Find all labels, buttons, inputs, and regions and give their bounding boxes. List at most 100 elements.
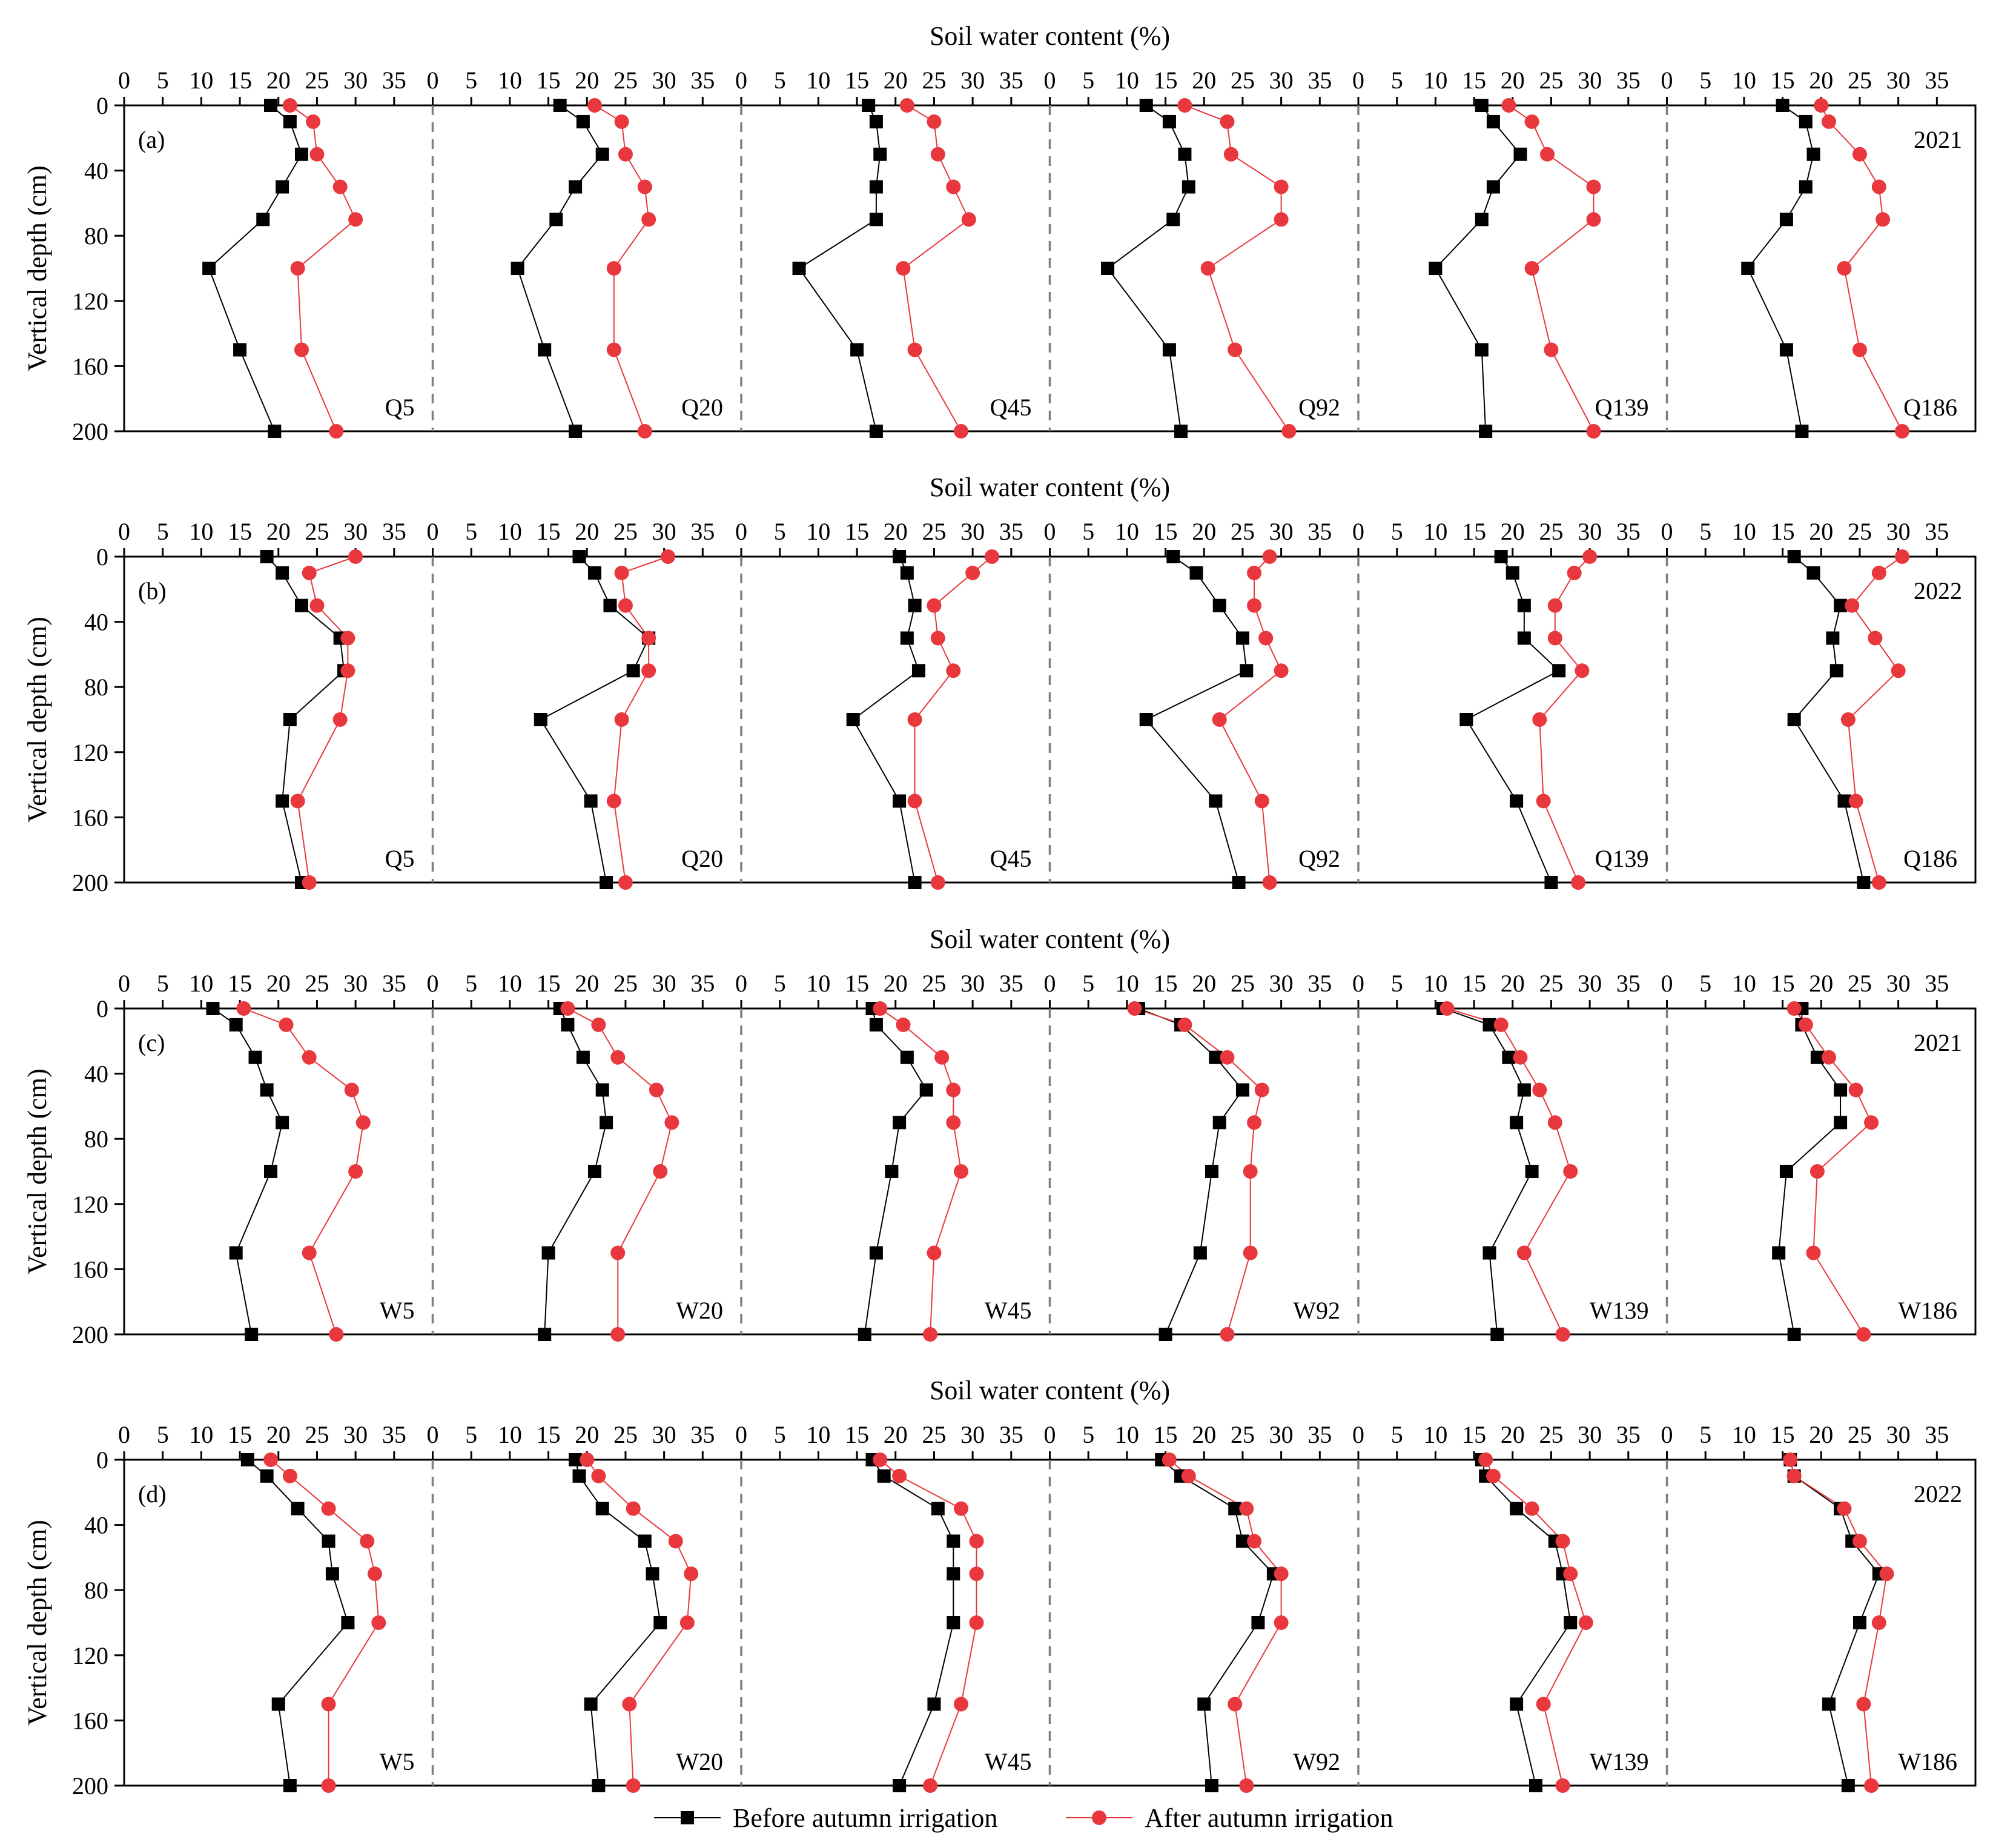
x-tick-label: 0 bbox=[427, 518, 439, 545]
marker-after bbox=[1852, 342, 1867, 357]
marker-before bbox=[947, 1616, 960, 1629]
marker-before bbox=[569, 180, 583, 194]
x-tick-label: 0 bbox=[1661, 970, 1673, 997]
marker-after bbox=[1848, 793, 1863, 809]
x-tick-label: 30 bbox=[652, 67, 676, 94]
marker-before bbox=[206, 1002, 220, 1015]
x-tick-label: 20 bbox=[266, 67, 291, 94]
site-label: Q45 bbox=[990, 845, 1032, 872]
marker-before bbox=[1209, 1050, 1223, 1064]
marker-after bbox=[367, 1566, 382, 1581]
x-tick-label: 35 bbox=[1616, 970, 1641, 997]
marker-before bbox=[1787, 713, 1801, 726]
marker-after bbox=[969, 1615, 984, 1630]
site-label: Q20 bbox=[681, 845, 723, 872]
x-tick-label: 25 bbox=[1231, 518, 1255, 545]
x-tick-label: 10 bbox=[498, 67, 522, 94]
marker-after bbox=[614, 565, 629, 580]
x-tick-label: 20 bbox=[884, 1421, 908, 1448]
marker-after bbox=[1220, 1050, 1235, 1065]
panel-letter: (c) bbox=[138, 1029, 165, 1056]
marker-after bbox=[340, 631, 355, 646]
marker-after bbox=[1478, 1452, 1493, 1467]
marker-after bbox=[591, 1017, 606, 1032]
marker-after bbox=[1578, 1615, 1593, 1630]
marker-before bbox=[877, 1469, 891, 1483]
x-tick-label: 0 bbox=[735, 1421, 747, 1448]
marker-before bbox=[1232, 876, 1246, 889]
marker-after bbox=[309, 598, 325, 613]
year-label: 2021 bbox=[1914, 1029, 1962, 1056]
x-tick-label: 35 bbox=[999, 1421, 1023, 1448]
x-tick-label: 15 bbox=[228, 67, 252, 94]
panel-letter: (a) bbox=[138, 126, 165, 153]
x-tick-label: 15 bbox=[1154, 1421, 1178, 1448]
x-tick-label: 30 bbox=[960, 67, 985, 94]
marker-after bbox=[923, 1778, 938, 1793]
x-tick-label: 20 bbox=[575, 970, 599, 997]
x-tick-label: 15 bbox=[1771, 1421, 1795, 1448]
marker-before bbox=[1510, 1116, 1524, 1130]
marker-after bbox=[263, 1452, 279, 1467]
x-tick-label: 10 bbox=[1115, 67, 1139, 94]
marker-after bbox=[641, 663, 656, 678]
x-tick-label: 5 bbox=[1391, 970, 1403, 997]
y-axis-title: Vertical depth (cm) bbox=[22, 1520, 52, 1726]
site-label: W45 bbox=[985, 1297, 1032, 1324]
x-tick-label: 20 bbox=[884, 518, 908, 545]
x-tick-label: 10 bbox=[806, 67, 830, 94]
x-tick-label: 5 bbox=[774, 67, 786, 94]
x-tick-label: 10 bbox=[1732, 67, 1756, 94]
x-tick-label: 5 bbox=[1082, 970, 1094, 997]
x-tick-label: 20 bbox=[1501, 1421, 1525, 1448]
marker-before bbox=[294, 147, 308, 161]
panel-w186: 0 5 10 15 20 25 30 35 W186 bbox=[1661, 970, 1957, 1342]
marker-after bbox=[923, 1327, 938, 1342]
site-label: Q5 bbox=[385, 394, 415, 421]
marker-before bbox=[1841, 1779, 1855, 1792]
x-tick-label: 25 bbox=[305, 970, 329, 997]
marker-before bbox=[1235, 1534, 1249, 1548]
marker-before bbox=[873, 147, 887, 161]
marker-before bbox=[1529, 1779, 1542, 1792]
panel-w5: 0 5 10 15 20 25 30 35 W5 bbox=[118, 970, 415, 1342]
marker-after bbox=[1281, 424, 1297, 439]
marker-after bbox=[1177, 1017, 1192, 1032]
marker-after bbox=[1814, 98, 1829, 113]
marker-after bbox=[1837, 261, 1852, 276]
x-tick-label: 0 bbox=[118, 1421, 130, 1448]
marker-after bbox=[560, 1001, 575, 1016]
marker-after bbox=[637, 179, 652, 194]
x-tick-label: 35 bbox=[690, 1421, 715, 1448]
x-tick-label: 30 bbox=[343, 518, 368, 545]
y-axis-title: Vertical depth (cm) bbox=[22, 165, 52, 371]
marker-after bbox=[321, 1501, 336, 1516]
panel-w92: 0 5 10 15 20 25 30 35 W92 bbox=[1044, 1421, 1340, 1793]
marker-before bbox=[229, 1018, 243, 1032]
marker-after bbox=[1856, 1327, 1871, 1342]
marker-after bbox=[321, 1697, 336, 1712]
marker-after bbox=[927, 598, 942, 613]
marker-before bbox=[1779, 213, 1793, 227]
marker-after bbox=[302, 1050, 317, 1065]
x-tick-label: 10 bbox=[806, 1421, 830, 1448]
x-tick-label: 5 bbox=[1391, 518, 1403, 545]
x-tick-label: 5 bbox=[1391, 1421, 1403, 1448]
marker-before bbox=[1182, 180, 1195, 194]
x-tick-label: 15 bbox=[1771, 970, 1795, 997]
marker-before bbox=[534, 713, 547, 726]
marker-after bbox=[332, 179, 348, 194]
series-line-before bbox=[798, 105, 881, 432]
x-tick-label: 0 bbox=[1661, 518, 1673, 545]
marker-after bbox=[873, 1452, 888, 1467]
marker-after bbox=[954, 1164, 969, 1179]
site-label: W139 bbox=[1590, 1748, 1649, 1775]
x-tick-label: 30 bbox=[960, 970, 985, 997]
site-label: Q139 bbox=[1595, 845, 1649, 872]
marker-before bbox=[1429, 262, 1443, 275]
x-tick-label: 5 bbox=[465, 1421, 477, 1448]
series-line-after bbox=[270, 1459, 380, 1786]
marker-after bbox=[1177, 98, 1192, 113]
x-tick-label: 35 bbox=[1925, 1421, 1949, 1448]
y-tick-label: 120 bbox=[72, 1642, 108, 1669]
